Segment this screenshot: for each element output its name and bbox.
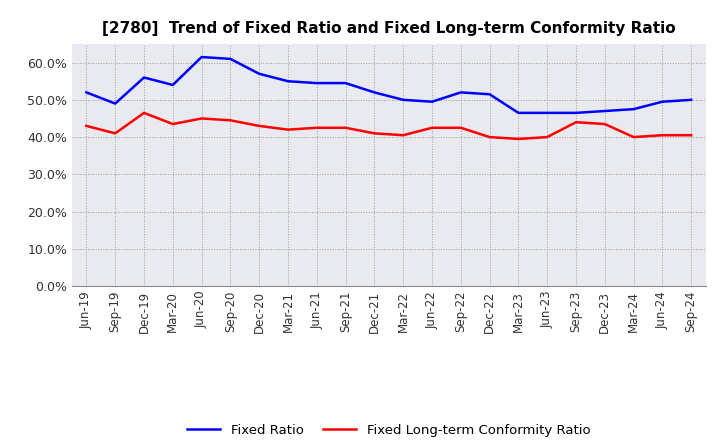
Fixed Long-term Conformity Ratio	[428, 125, 436, 130]
Fixed Long-term Conformity Ratio	[111, 131, 120, 136]
Fixed Ratio	[543, 110, 552, 116]
Fixed Long-term Conformity Ratio	[168, 121, 177, 127]
Line: Fixed Long-term Conformity Ratio: Fixed Long-term Conformity Ratio	[86, 113, 691, 139]
Fixed Ratio	[341, 81, 350, 86]
Fixed Long-term Conformity Ratio	[687, 132, 696, 138]
Fixed Long-term Conformity Ratio	[312, 125, 321, 130]
Fixed Ratio	[456, 90, 465, 95]
Fixed Ratio	[428, 99, 436, 104]
Fixed Long-term Conformity Ratio	[140, 110, 148, 116]
Fixed Long-term Conformity Ratio	[658, 132, 667, 138]
Fixed Ratio	[572, 110, 580, 116]
Fixed Ratio	[197, 55, 206, 60]
Fixed Long-term Conformity Ratio	[600, 121, 609, 127]
Fixed Long-term Conformity Ratio	[572, 120, 580, 125]
Fixed Long-term Conformity Ratio	[514, 136, 523, 142]
Fixed Ratio	[370, 90, 379, 95]
Fixed Ratio	[629, 106, 638, 112]
Fixed Long-term Conformity Ratio	[197, 116, 206, 121]
Fixed Long-term Conformity Ratio	[456, 125, 465, 130]
Fixed Ratio	[312, 81, 321, 86]
Fixed Ratio	[658, 99, 667, 104]
Fixed Ratio	[255, 71, 264, 77]
Fixed Long-term Conformity Ratio	[82, 123, 91, 128]
Fixed Ratio	[399, 97, 408, 103]
Fixed Long-term Conformity Ratio	[284, 127, 292, 132]
Fixed Ratio	[485, 92, 494, 97]
Fixed Ratio	[514, 110, 523, 116]
Fixed Long-term Conformity Ratio	[485, 135, 494, 140]
Fixed Long-term Conformity Ratio	[543, 135, 552, 140]
Fixed Long-term Conformity Ratio	[370, 131, 379, 136]
Fixed Ratio	[284, 79, 292, 84]
Fixed Ratio	[168, 82, 177, 88]
Fixed Long-term Conformity Ratio	[399, 132, 408, 138]
Fixed Long-term Conformity Ratio	[341, 125, 350, 130]
Fixed Ratio	[111, 101, 120, 106]
Fixed Ratio	[687, 97, 696, 103]
Fixed Ratio	[140, 75, 148, 80]
Fixed Ratio	[82, 90, 91, 95]
Fixed Ratio	[226, 56, 235, 62]
Fixed Long-term Conformity Ratio	[255, 123, 264, 128]
Fixed Ratio	[600, 108, 609, 114]
Legend: Fixed Ratio, Fixed Long-term Conformity Ratio: Fixed Ratio, Fixed Long-term Conformity …	[182, 418, 595, 440]
Fixed Long-term Conformity Ratio	[226, 117, 235, 123]
Line: Fixed Ratio: Fixed Ratio	[86, 57, 691, 113]
Title: [2780]  Trend of Fixed Ratio and Fixed Long-term Conformity Ratio: [2780] Trend of Fixed Ratio and Fixed Lo…	[102, 21, 675, 36]
Fixed Long-term Conformity Ratio	[629, 135, 638, 140]
